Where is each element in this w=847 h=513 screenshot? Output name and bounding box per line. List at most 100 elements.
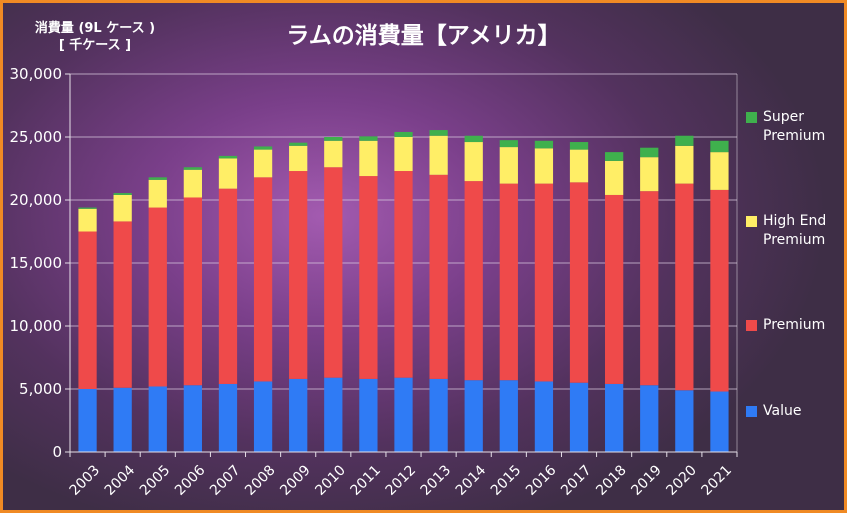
bar-segment [675,183,694,391]
bar-segment [534,381,554,452]
legend-label: Value [763,403,802,419]
legend-swatch [746,216,757,227]
bar-segment [429,174,448,379]
legend-label: Super Premium [763,109,826,144]
x-tick-label: 2004 [102,462,139,499]
x-tick-label: 2013 [418,462,455,499]
bar-segment [78,231,97,389]
bar-segment [324,377,343,452]
bar-segment [429,130,448,136]
legend: Super Premium High End Premium Premium Valu… [746,0,846,513]
bar-segment [569,182,589,383]
x-tick-label: 2015 [488,462,525,499]
axes [65,73,738,457]
bar-segment [675,390,694,452]
bar-segment [464,142,483,182]
bar-segment [78,389,97,452]
y-tick-label: 10,000 [10,317,63,335]
bar-segment [429,135,448,175]
bar-segment [359,176,378,379]
legend-swatch [746,112,757,123]
bar-segment [289,171,308,379]
y-tick-label: 30,000 [10,65,63,83]
bar-segment [253,381,273,452]
bar-segment [78,207,97,209]
bar-segment [710,152,729,190]
bar-segment [499,140,518,148]
bar-segment [289,378,308,452]
y-axis-unit-line2: [ 千ケース ] [58,38,132,53]
chart-title: ラムの消費量【アメリカ】 [286,23,561,49]
bar-segment [534,148,554,184]
bar-segment [499,147,518,184]
bar-segment [324,140,343,168]
bar-segment [569,149,589,183]
x-tick-label: 2010 [312,462,349,499]
bar-segment [253,146,273,150]
bar-segment [289,142,308,146]
bar-segment [394,137,413,172]
bar-segment [710,391,729,452]
y-axis-unit: 消費量 (9L ケース ) [ 千ケース ] [10,20,180,54]
y-tick-label: 5,000 [19,380,62,398]
bar-segment [218,188,238,384]
bar-segment [640,191,659,386]
x-tick-label: 2003 [67,462,104,499]
bar-segment [113,193,132,195]
bar-segment [394,377,413,452]
x-tick-label: 2020 [663,462,700,499]
bar-segment [499,380,518,452]
x-tick-label: 2007 [207,462,244,499]
x-tick-label: 2021 [699,462,736,499]
bar-segment [289,145,308,172]
bar-segment [710,140,729,153]
y-tick-label: 0 [52,443,62,461]
bar-segment [148,386,167,452]
bar-segment [605,160,624,195]
bar-segment [640,385,659,452]
bar-segment [534,183,554,382]
chart-frame [3,3,844,510]
y-tick-labels: 0 5,000 10,000 15,000 20,000 25,000 30,000 [10,65,63,461]
bar-segment [640,147,659,158]
bar-segment [499,183,518,381]
bar-segment [359,136,378,141]
bar-segment [113,387,132,452]
bar-segment [148,177,167,180]
x-tick-label: 2016 [523,462,560,499]
bar-segment [218,155,238,159]
bar-segment [183,169,202,198]
bar-segment [359,140,378,177]
bar-segment [218,158,238,189]
bar-segment [183,385,202,452]
x-tick-label: 2017 [558,462,595,499]
x-tick-label: 2012 [383,462,420,499]
bar-segment [218,383,238,452]
legend-label: High End Premium [763,213,827,248]
bar-segment [253,149,273,178]
x-tick-label: 2009 [277,462,314,499]
y-axis-unit-line1: 消費量 (9L ケース ) [34,21,156,36]
bar-segment [569,142,589,150]
bar-segment [394,171,413,378]
bar-segment [113,221,132,388]
x-tick-label: 2006 [172,462,209,499]
bar-segment [675,135,694,146]
bar-segment [78,208,97,232]
bar-stacks [78,130,729,452]
bar-segment [464,181,483,381]
bar-segment [534,140,554,149]
bar-segment [324,167,343,378]
y-tick-label: 25,000 [10,128,63,146]
bar-segment [675,145,694,184]
x-tick-label: 2005 [137,462,174,499]
bar-segment [148,179,167,208]
x-tick-label: 2014 [453,462,490,499]
x-tick-label: 2019 [628,462,665,499]
bar-segment [640,157,659,192]
bar-segment [359,378,378,452]
bar-segment [605,194,624,384]
y-tick-label: 20,000 [10,191,63,209]
bar-segment [113,194,132,222]
